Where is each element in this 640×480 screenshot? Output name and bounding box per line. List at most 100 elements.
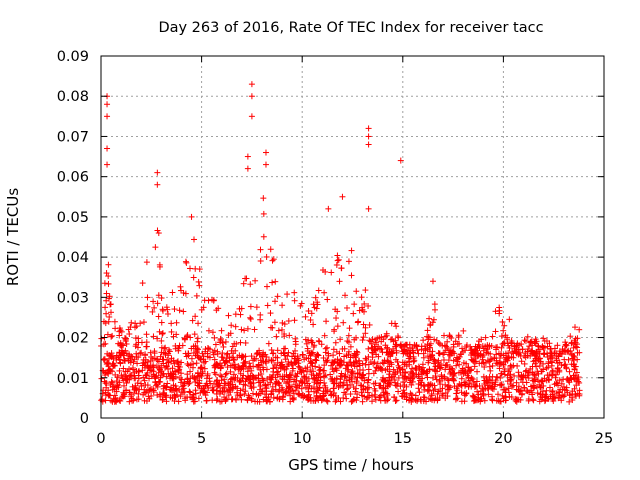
data-point	[359, 337, 366, 344]
data-point	[334, 323, 341, 330]
data-point	[291, 317, 298, 324]
data-point	[415, 350, 422, 357]
data-point	[142, 381, 149, 388]
data-point	[291, 297, 298, 304]
data-point	[426, 315, 433, 322]
data-point	[332, 339, 339, 346]
data-point	[486, 363, 493, 370]
data-point	[250, 390, 257, 397]
data-point	[305, 337, 312, 344]
data-point	[212, 341, 219, 348]
data-point	[421, 383, 428, 390]
data-point	[278, 326, 285, 333]
data-point	[187, 334, 194, 341]
data-point	[109, 332, 116, 339]
data-point	[225, 312, 232, 319]
data-point	[191, 331, 198, 338]
data-point	[285, 318, 292, 325]
data-point	[456, 361, 463, 368]
data-point	[211, 334, 218, 341]
data-point	[337, 398, 344, 405]
data-point	[154, 181, 161, 188]
data-point	[498, 333, 505, 340]
data-point	[392, 370, 399, 377]
data-point	[365, 125, 372, 132]
data-point	[366, 337, 373, 344]
data-point	[388, 320, 395, 327]
data-point	[209, 329, 216, 336]
y-tick-label: 0.09	[57, 49, 89, 65]
data-point	[338, 265, 345, 272]
data-point	[187, 368, 194, 375]
data-point	[257, 257, 264, 264]
data-point	[328, 362, 335, 369]
data-point	[159, 330, 166, 337]
data-point	[303, 340, 310, 347]
data-point	[543, 387, 550, 394]
data-point	[470, 379, 477, 386]
data-point	[164, 310, 171, 317]
data-point	[333, 396, 340, 403]
data-point	[103, 310, 110, 317]
data-point	[308, 310, 315, 317]
data-point	[424, 388, 431, 395]
data-point	[494, 391, 501, 398]
data-point	[274, 293, 281, 300]
data-point	[195, 320, 202, 327]
data-point	[158, 295, 165, 302]
data-point	[496, 398, 503, 405]
data-point	[327, 371, 334, 378]
data-point	[321, 373, 328, 380]
data-point	[324, 296, 331, 303]
data-point	[425, 336, 432, 343]
data-point	[273, 369, 280, 376]
data-point	[218, 327, 225, 334]
data-point	[361, 300, 368, 307]
data-point	[566, 398, 573, 405]
data-point	[519, 346, 526, 353]
data-point	[104, 101, 111, 108]
data-point	[269, 383, 276, 390]
data-point	[498, 370, 505, 377]
y-tick-label: 0.05	[57, 210, 89, 226]
data-point	[321, 379, 328, 386]
data-point	[407, 390, 414, 397]
data-point	[533, 363, 540, 370]
data-point	[424, 374, 431, 381]
data-point	[150, 333, 157, 340]
y-tick-label: 0	[80, 411, 89, 427]
data-point	[526, 343, 533, 350]
data-point	[241, 327, 248, 334]
data-point	[496, 307, 503, 314]
data-point	[120, 382, 127, 389]
data-point	[239, 353, 246, 360]
data-point	[173, 319, 180, 326]
data-point	[336, 278, 343, 285]
x-tick-label: 0	[96, 431, 105, 447]
data-point	[431, 301, 438, 308]
data-point	[299, 351, 306, 358]
data-point	[223, 370, 230, 377]
data-point	[143, 259, 150, 266]
data-point	[286, 332, 293, 339]
data-point	[104, 145, 111, 152]
data-point	[365, 205, 372, 212]
data-point	[518, 341, 525, 348]
data-point	[341, 345, 348, 352]
data-point	[435, 350, 442, 357]
data-point	[126, 331, 133, 338]
data-point	[155, 313, 162, 320]
data-point	[392, 337, 399, 344]
data-point	[508, 394, 515, 401]
data-point	[518, 358, 525, 365]
data-point	[279, 302, 286, 309]
data-point	[248, 81, 255, 88]
data-point	[177, 283, 184, 290]
data-point	[461, 398, 468, 405]
data-point	[103, 270, 110, 277]
data-point	[251, 326, 258, 333]
data-point	[567, 333, 574, 340]
data-point	[203, 397, 210, 404]
data-point	[345, 258, 352, 265]
data-point	[341, 353, 348, 360]
